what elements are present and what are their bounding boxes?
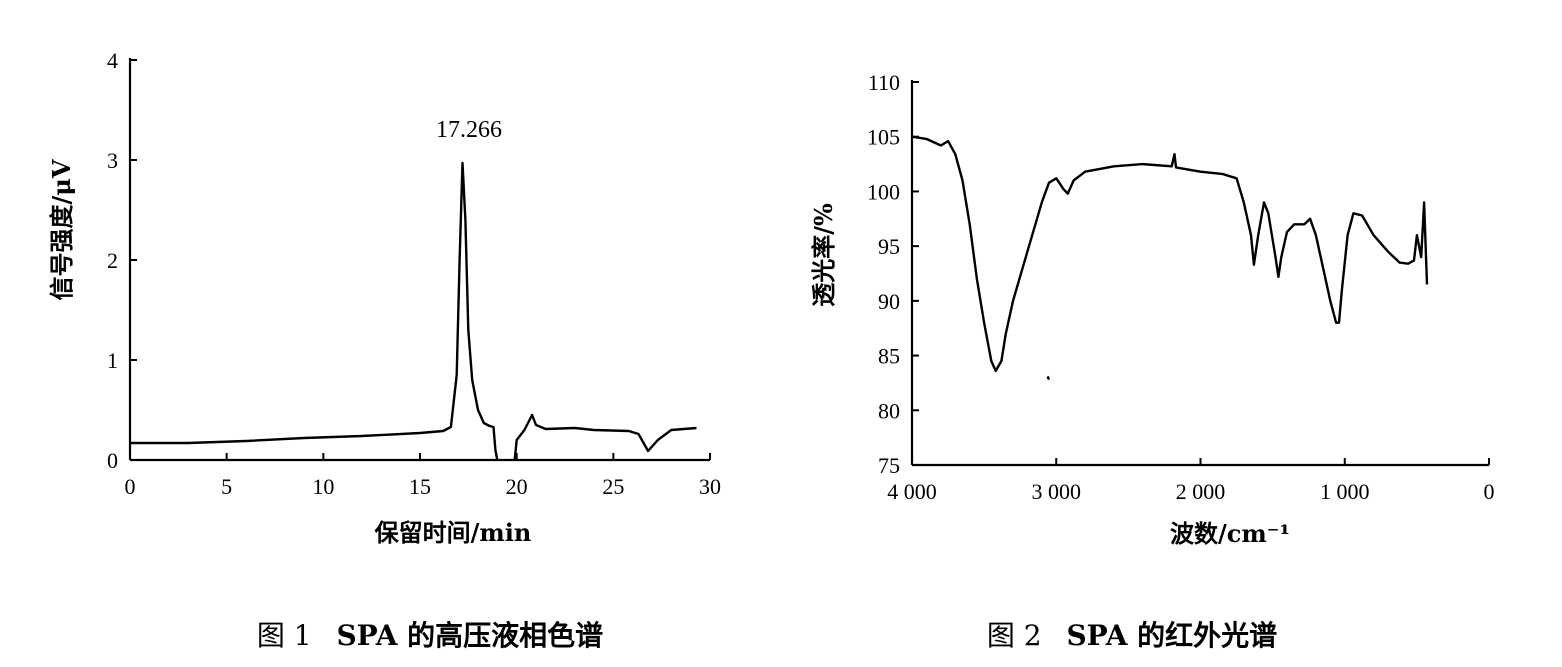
chart1-x-tick-label: 15 [409, 474, 431, 499]
chart-infrared: 透光率/% 波数/cm⁻¹ 4 000 3 000 2 000 1 000 0 75 80 8… [809, 70, 1495, 548]
chart1-y-tick-label: 3 [107, 148, 118, 173]
chart1-x-tick-label: 10 [312, 474, 334, 499]
chart1-series-line [513, 413, 697, 461]
chart2-y-tick-label: 75 [878, 453, 900, 478]
figure2-caption-text: SPA 的红外光谱 [1066, 619, 1277, 652]
chart2-y-tick-label: 105 [867, 125, 900, 150]
chart2-x-tick-label: 0 [1484, 479, 1495, 504]
chart2-y-tick-label: 110 [868, 70, 900, 95]
chart2-xlabel: 波数/cm⁻¹ [1170, 519, 1290, 548]
chart2-x-tick-label: 1 000 [1320, 479, 1370, 504]
chart2-y-tick-label: 85 [878, 344, 900, 369]
chart2-series-line [911, 135, 1429, 373]
chart1-series-line [130, 161, 499, 461]
chart1-y-tick-label: 0 [107, 448, 118, 473]
chart1-xlabel: 保留时间/min [374, 518, 532, 547]
chart1-x-tick-label: 5 [221, 474, 232, 499]
chart2-x-tick-label: 3 000 [1032, 479, 1082, 504]
chart2-y-tick-label: 80 [878, 398, 900, 423]
chart2-y-tick-label: 100 [867, 179, 900, 204]
figure2-caption-prefix: 图 2 [987, 619, 1042, 652]
chart1-x-tick-label: 20 [506, 474, 528, 499]
chart1-x-tick-label: 25 [602, 474, 624, 499]
chart2-y-tick-label: 95 [878, 234, 900, 259]
chart2-y-tick-label: 90 [878, 289, 900, 314]
figure1-caption-prefix: 图 1 [257, 619, 312, 652]
chart1-y-tick-label: 2 [107, 248, 118, 273]
chart2-ylabel: 透光率/% [809, 203, 838, 307]
chart2-series-line [1046, 375, 1051, 381]
chart-hplc: 信号强度/μV 保留时间/min 17.266 0 5 10 15 20 25 30 0 1 2 3… [47, 48, 721, 547]
figure1-caption-text: SPA 的高压液相色谱 [336, 619, 603, 652]
chart2-x-tick-label: 4 000 [887, 479, 937, 504]
chart2-x-tick-label: 2 000 [1176, 479, 1226, 504]
chart1-ylabel: 信号强度/μV [47, 159, 76, 300]
chart1-x-tick-label: 0 [125, 474, 136, 499]
chart1-y-tick-label: 4 [107, 48, 118, 73]
figure2-caption: 图 2 SPA 的红外光谱 [987, 619, 1277, 652]
figure1-caption: 图 1 SPA 的高压液相色谱 [257, 619, 603, 652]
chart1-y-tick-label: 1 [107, 348, 118, 373]
chart1-x-tick-label: 30 [699, 474, 721, 499]
chart1-peak-label: 17.266 [436, 117, 502, 143]
